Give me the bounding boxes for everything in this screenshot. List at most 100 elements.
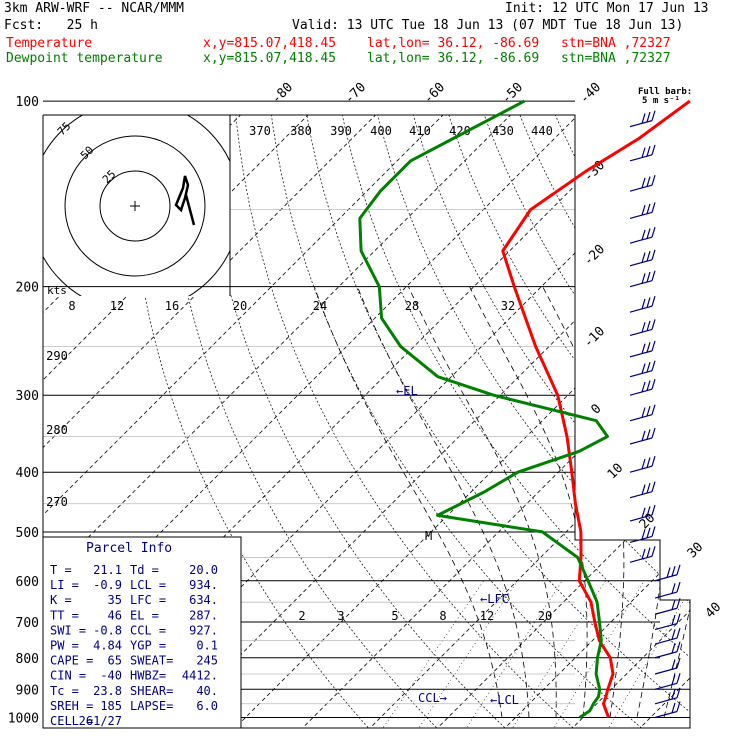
parcel-info-cell: LI =: [50, 578, 79, 592]
parcel-info-cell: -40: [100, 669, 122, 683]
dewpoint-profile: [358, 99, 609, 719]
parcel-info-cell: PW =: [50, 639, 79, 653]
hodograph-ring: [64, 135, 206, 277]
wind-barb: [629, 481, 656, 499]
parcel-info-cell: 287.: [189, 608, 218, 622]
parcel-info-cell: 23.8: [93, 684, 122, 698]
moist-adiabat-label: 20: [233, 299, 247, 313]
parcel-info-cell: T =: [50, 563, 72, 577]
moist-adiabat-label: 12: [110, 299, 124, 313]
pressure-tick-label: 900: [16, 683, 39, 698]
parcel-info-cell: 245: [196, 654, 218, 668]
dry-adiabat-label: 270: [46, 495, 68, 509]
parcel-info-cell: CCL =: [130, 623, 166, 637]
isotherm-label: 10: [605, 461, 627, 483]
dew-station: stn=BNA ,72327: [561, 51, 671, 66]
isotherm-label: -60: [421, 80, 448, 107]
dew-xy: x,y=815.07,418.45: [203, 51, 337, 66]
wind-barb: [654, 581, 681, 599]
dry-adiabat-label: 420: [449, 124, 471, 138]
isotherm-label: -80: [269, 80, 296, 107]
dry-adiabat-label: 370: [249, 124, 271, 138]
parcel-info-cell: 4.84: [93, 639, 122, 653]
isotherm-label: 30: [685, 540, 707, 562]
pressure-tick-label: 600: [16, 575, 39, 590]
mixing-ratio-label: 2: [298, 609, 305, 623]
parcel-info-cell: SWI =: [50, 623, 86, 637]
moist-adiabat-label: 24: [313, 299, 327, 313]
wind-barb: [629, 202, 656, 219]
temperature-profile: [501, 99, 691, 719]
parcel-info-cell: 40.: [196, 684, 218, 698]
moist-adiabat-label: 8: [68, 299, 75, 313]
parcel-info-cell: LAPSE=: [130, 699, 173, 713]
el-marker: ←EL: [396, 384, 418, 398]
parcel-info-cell: 21.1: [93, 563, 122, 577]
moist-adiabat-label: 32: [501, 299, 515, 313]
init-time: Init: 12 UTC Mon 17 Jun 13: [505, 1, 709, 16]
parcel-info-cell: 185: [100, 699, 122, 713]
wind-barb: [629, 504, 656, 522]
temp-latlon: lat,lon= 36.12, -86.69: [367, 36, 540, 51]
hodograph-trace: [174, 175, 196, 226]
pressure-tick-label: 200: [16, 281, 39, 296]
wind-barb: [629, 379, 656, 396]
parcel-info-cell: YGP =: [130, 639, 166, 653]
wind-barb: [629, 144, 656, 162]
parcel-info-cell: 934.: [189, 578, 218, 592]
wind-barb: [654, 613, 681, 631]
wind-barb: [629, 226, 656, 244]
valid-time: Valid: 13 UTC Tue 18 Jun 13 (07 MDT Tue …: [292, 18, 684, 33]
lcl-marker: ←LCL: [490, 693, 519, 707]
temp-xy: x,y=815.07,418.45: [203, 36, 337, 51]
pressure-tick-label: 1000: [8, 712, 39, 727]
pressure-tick-label: 500: [16, 526, 39, 541]
wind-barb: [654, 598, 681, 615]
isotherm-label: 0: [588, 401, 604, 417]
wind-barb: [629, 110, 656, 128]
pressure-tick-label: 100: [16, 95, 39, 110]
parcel-info-cell: -0.8: [93, 623, 122, 637]
isotherm-label: -20: [581, 242, 608, 269]
parcel-info-cell: SHEAR=: [130, 684, 173, 698]
parcel-info-box: Parcel Info T = 21.1 Td = 20.0 LI = -0.9 LCL =…: [42, 536, 242, 729]
mixing-ratio-label: 5: [391, 609, 398, 623]
wind-barb: [654, 641, 681, 659]
wind-barb: [629, 319, 656, 337]
isotherm-label: 40: [703, 600, 725, 622]
pressure-tick-label: 700: [16, 616, 39, 631]
wind-barb: [629, 456, 656, 473]
moist-adiabat-label: 16: [165, 299, 179, 313]
parcel-info-cell: LCL =: [130, 578, 166, 592]
dry-adiabat-label: 410: [409, 124, 431, 138]
forecast-hour: Fcst: 25 h: [4, 18, 98, 33]
melting-level-marker: M: [425, 529, 432, 543]
parcel-info-cell: CAPE =: [50, 654, 93, 668]
parcel-info-cell: SREH =: [50, 699, 93, 713]
parcel-info-cell: K =: [50, 593, 72, 607]
parcel-info-cell: 20.0: [189, 563, 218, 577]
wind-barb: [654, 687, 681, 705]
legend-temperature: Temperature: [6, 36, 93, 51]
dry-adiabat-label: 290: [46, 349, 68, 363]
parcel-info-cell: LFC =: [130, 593, 166, 607]
model-title: 3km ARW-WRF -- NCAR/MMM: [4, 1, 185, 16]
legend-dewpoint: Dewpoint temperature: [6, 51, 163, 66]
parcel-info-cell: 6.0: [196, 699, 218, 713]
isotherm-label: -40: [577, 80, 604, 107]
parcel-info-cell: 0.1: [196, 639, 218, 653]
mixing-ratio-label: 12: [480, 609, 494, 623]
pressure-tick-label: 300: [16, 389, 39, 404]
parcel-info-cell: Td =: [130, 563, 159, 577]
parcel-info-cell: CELL =: [50, 714, 93, 728]
hodograph-ring: [99, 170, 171, 242]
lfc-marker: ←LFC: [480, 592, 509, 606]
parcel-info-cell: 35: [108, 593, 122, 607]
wind-barb: [629, 174, 656, 192]
parcel-info-title: Parcel Info: [86, 541, 172, 556]
dew-latlon: lat,lon= 36.12, -86.69: [367, 51, 540, 66]
wind-barb: [629, 546, 656, 563]
parcel-info-cell: SWEAT=: [130, 654, 173, 668]
